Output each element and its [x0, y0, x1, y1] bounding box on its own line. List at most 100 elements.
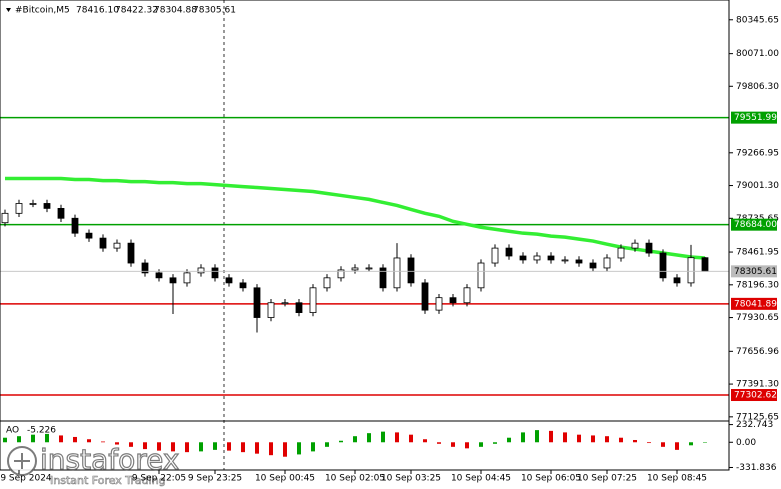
y-tick-label: 77125.65 [736, 412, 779, 422]
y-tick-label: 79001.30 [736, 181, 779, 191]
y-tick-label: 79266.95 [736, 148, 779, 158]
ao-bar [283, 442, 287, 457]
y-tick-label: 78196.30 [736, 280, 779, 290]
candle-body [491, 247, 499, 264]
level-label: 78684.00 [734, 220, 777, 230]
candle-body [85, 232, 93, 239]
ao-bar [3, 437, 7, 443]
candle-body [169, 277, 177, 284]
candle-body [673, 277, 681, 284]
candle-body [183, 272, 191, 284]
candle-body [701, 257, 709, 272]
x-tick-label: 10 Sep 02:05 [325, 474, 385, 484]
ao-frame [0, 420, 730, 471]
ao-bar [647, 442, 651, 444]
ao-tick-label: 232.743 [736, 420, 773, 430]
ao-bar [171, 442, 175, 452]
candle-body [57, 207, 65, 219]
candle-body [561, 259, 569, 262]
level-label-box [731, 218, 777, 231]
ao-bar [493, 442, 497, 444]
candle-body [211, 267, 219, 279]
ao-bar [367, 433, 371, 443]
ao-bar [143, 442, 147, 450]
ao-name: AO [6, 426, 19, 436]
ao-bar [479, 442, 483, 447]
candle-body [617, 247, 625, 259]
current-price-box [731, 265, 777, 278]
candle-body [281, 302, 289, 305]
candle-body [141, 262, 149, 274]
ao-bar [31, 434, 35, 443]
ao-bar [17, 436, 21, 443]
candle-body [477, 262, 485, 289]
candle-body [645, 242, 653, 254]
candle-body [435, 297, 443, 311]
candle-body [449, 297, 457, 304]
ao-bar [311, 442, 315, 452]
x-tick-label: 10 Sep 00:45 [255, 474, 315, 484]
candle-body [197, 267, 205, 274]
candle-body [631, 242, 639, 249]
candle-body [519, 255, 527, 261]
ao-bar [661, 442, 665, 447]
candle-body [253, 287, 261, 318]
ao-bar [185, 442, 189, 453]
ao-bar [73, 436, 77, 443]
ao-bar [591, 435, 595, 443]
ao-bar [619, 437, 623, 443]
candle-body [295, 302, 303, 313]
ao-bar [129, 442, 133, 447]
menu-arrow[interactable] [6, 8, 11, 12]
title-high: 78422.32 [115, 6, 158, 16]
ao-bar [535, 430, 539, 443]
ao-bar [87, 439, 91, 443]
ao-bar [45, 433, 49, 443]
ao-bar [199, 442, 203, 452]
ao-bar [409, 434, 413, 443]
ao-bar [633, 439, 637, 443]
candle-body [379, 267, 387, 289]
ao-bar [157, 442, 161, 451]
ao-bar [577, 434, 581, 443]
ao-bar [507, 437, 511, 443]
y-tick-label: 77930.65 [736, 313, 779, 323]
y-tick-label: 80071.00 [736, 49, 779, 59]
ao-bar [521, 432, 525, 443]
ao-bar [353, 436, 357, 443]
ao-bar [213, 442, 217, 450]
ao-bar [605, 436, 609, 443]
x-tick-label: 9 Sep 22:05 [132, 474, 186, 484]
level-label: 78041.89 [734, 299, 777, 309]
ao-bar [437, 442, 441, 444]
candle-body [365, 267, 373, 270]
ao-bar [703, 442, 707, 443]
ao-bar [339, 440, 343, 443]
x-tick-label: 10 Sep 07:25 [577, 474, 637, 484]
candle-body [113, 242, 121, 249]
level-label-box [731, 297, 777, 310]
candle-body [239, 282, 247, 289]
y-tick-label: 78461.95 [736, 248, 779, 258]
candle-body [225, 277, 233, 284]
title-open: 78416.10 [76, 6, 119, 16]
candle-body [533, 255, 541, 261]
ao-bar [101, 441, 105, 443]
ao-bar [549, 430, 553, 443]
candle-body [127, 242, 135, 264]
candle-body [29, 203, 37, 205]
level-label-box [731, 389, 777, 402]
y-tick-label: 79806.30 [736, 82, 779, 92]
ao-tick-label: -331.836 [736, 463, 777, 473]
candle-body [43, 203, 51, 209]
ao-bar [325, 442, 329, 447]
x-tick-label: 10 Sep 08:45 [647, 474, 707, 484]
chart-title: #Bitcoin,M5 [15, 6, 70, 16]
y-tick-label: 80345.65 [736, 15, 779, 25]
ao-bar [241, 442, 245, 453]
ao-bar [423, 439, 427, 443]
moving-average [5, 176, 706, 260]
candle-body [659, 252, 667, 279]
level-label: 79551.99 [734, 113, 777, 123]
